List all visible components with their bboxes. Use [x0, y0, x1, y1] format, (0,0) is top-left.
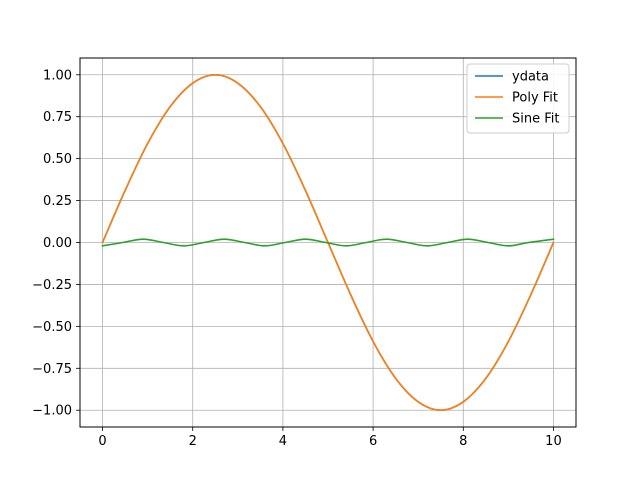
legend-label-ydata: ydata — [512, 70, 549, 85]
x-tick-label: 2 — [189, 434, 197, 449]
series-layer — [101, 73, 555, 412]
y-tick-label: 0.50 — [43, 152, 72, 167]
x-tick-label: 4 — [279, 434, 287, 449]
y-tick-label: −1.00 — [32, 404, 72, 419]
y-tick-label: 0.00 — [43, 236, 72, 251]
y-tick-label: −0.25 — [32, 278, 72, 293]
y-tick-label: −0.50 — [32, 320, 72, 335]
y-tick-label: 0.75 — [43, 110, 72, 125]
y-tick-label: 1.00 — [43, 68, 72, 83]
x-axis: 0 2 4 6 8 10 — [98, 427, 562, 449]
x-tick-label: 0 — [98, 434, 106, 449]
x-tick-label: 10 — [545, 434, 562, 449]
y-axis: 1.00 0.75 0.50 0.25 0.00 −0.25 −0.50 −0.75 −1.00 — [32, 68, 80, 419]
legend-box — [466, 63, 570, 134]
y-tick-label: −0.75 — [32, 362, 72, 377]
y-tick-label: 0.25 — [43, 194, 72, 209]
x-tick-label: 8 — [459, 434, 467, 449]
legend-label-poly-fit: Poly Fit — [512, 91, 558, 106]
legend: ydata Poly Fit Sine Fit — [466, 63, 570, 134]
x-tick-label: 6 — [369, 434, 377, 449]
legend-label-sine-fit: Sine Fit — [512, 112, 559, 127]
series-line-sine-fit — [101, 238, 555, 247]
